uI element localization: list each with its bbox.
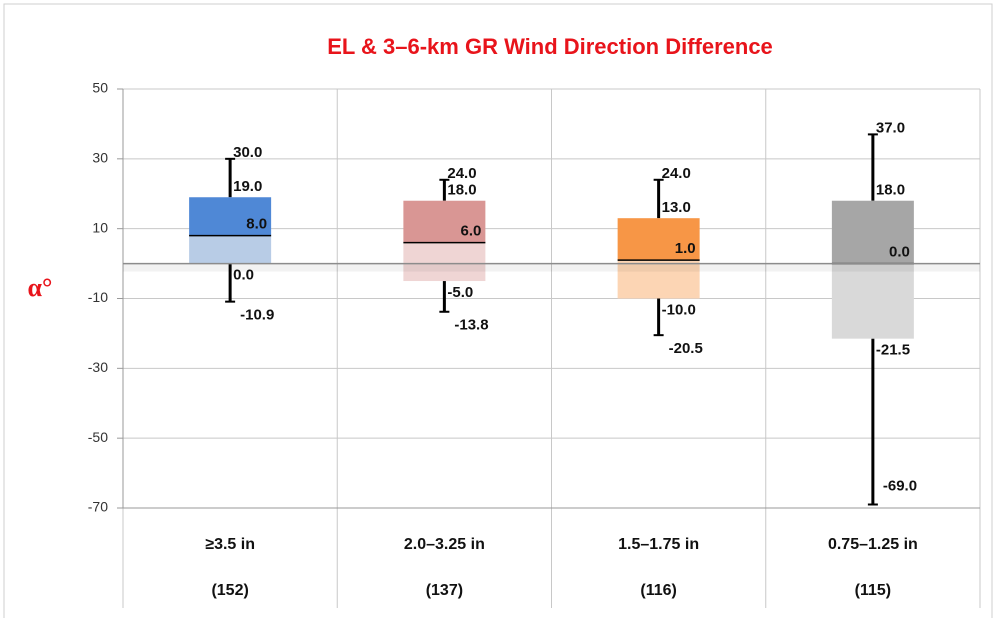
box-upper	[403, 200, 486, 243]
chart-frame	[3, 3, 993, 618]
y-tick-label: -30	[88, 359, 108, 375]
value-label: 18.0	[876, 182, 905, 199]
x-tick-label: ≥3.5 in	[205, 536, 255, 553]
count-label: (116)	[640, 582, 676, 599]
y-tick-label: 30	[92, 150, 108, 166]
value-label: -10.9	[240, 307, 274, 324]
y-axis-label: α°	[28, 273, 53, 302]
y-tick-label: 10	[92, 219, 108, 235]
value-label: -5.0	[447, 284, 473, 301]
box-upper	[617, 218, 700, 261]
value-label: 0.0	[889, 244, 910, 261]
value-label: 18.0	[447, 182, 476, 199]
box-upper	[831, 200, 914, 264]
value-label: 24.0	[447, 165, 476, 182]
box-lower	[831, 263, 914, 339]
chart-title: EL & 3–6-km GR Wind Direction Difference	[327, 34, 773, 59]
value-label: -21.5	[876, 342, 910, 359]
x-tick-label: 1.5–1.75 in	[618, 536, 699, 553]
box-lower	[617, 260, 700, 299]
value-label: 0.0	[233, 267, 254, 284]
box-lower	[403, 242, 486, 282]
y-tick-label: -70	[88, 499, 108, 515]
box-lower	[189, 235, 272, 264]
y-tick-label: -50	[88, 429, 108, 445]
count-label: (152)	[211, 582, 248, 599]
value-label: 1.0	[675, 240, 696, 257]
count-label: (137)	[426, 582, 463, 599]
zero-line-shadow	[123, 263, 980, 272]
value-label: -69.0	[883, 477, 917, 494]
value-label: -10.0	[662, 301, 696, 318]
y-tick-label: -10	[88, 289, 108, 305]
value-label: 8.0	[246, 216, 267, 233]
value-label: 6.0	[461, 223, 482, 240]
count-label: (115)	[855, 582, 891, 599]
value-label: -13.8	[454, 317, 488, 334]
value-label: 19.0	[233, 178, 262, 195]
value-label: 24.0	[662, 165, 691, 182]
y-tick-label: 50	[92, 80, 108, 96]
value-label: -20.5	[669, 340, 703, 357]
box-upper	[189, 197, 272, 236]
value-label: 30.0	[233, 144, 262, 161]
value-label: 13.0	[662, 199, 691, 216]
x-tick-label: 2.0–3.25 in	[404, 536, 485, 553]
value-label: 37.0	[876, 119, 905, 136]
x-tick-label: 0.75–1.25 in	[828, 536, 918, 553]
